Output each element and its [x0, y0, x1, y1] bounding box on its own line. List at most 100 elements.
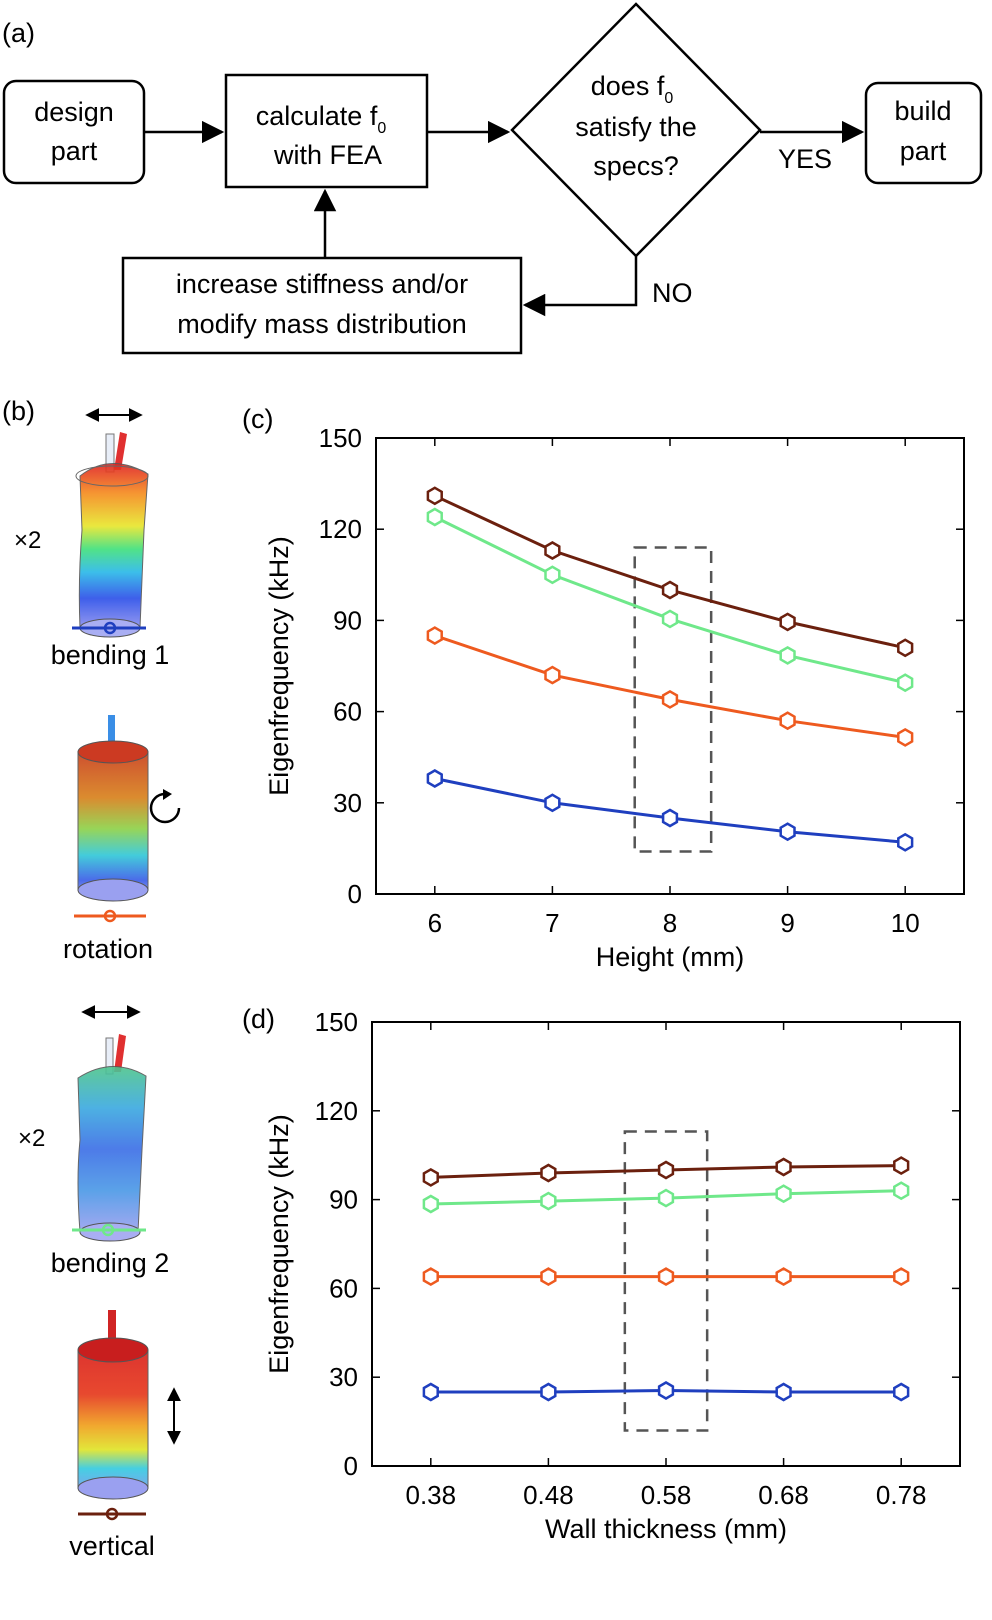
no-label: NO: [652, 278, 693, 308]
y-tick-label: 150: [315, 1007, 358, 1037]
data-point-vertical: [540, 1163, 557, 1183]
data-point-rotation: [540, 1267, 557, 1287]
data-point-bending-1: [775, 1382, 792, 1402]
y-tick-label: 30: [329, 1362, 358, 1392]
data-point-bending-2: [426, 507, 443, 527]
data-point-bending-1: [657, 1381, 675, 1400]
x-tick-label: 6: [428, 908, 442, 938]
panel-label-d: (d): [242, 1004, 275, 1034]
x-tick-label: 0.78: [876, 1480, 927, 1510]
data-point-bending-1: [426, 769, 443, 788]
build-part-box: [864, 81, 983, 185]
data-point-bending-1: [779, 822, 796, 842]
arrow-no-to-modify: [522, 256, 638, 317]
cylinder-rotation-shape: [77, 742, 149, 900]
x-tick-label: 10: [891, 908, 920, 938]
data-point-rotation: [422, 1267, 439, 1287]
data-point-rotation: [544, 665, 561, 685]
y-tick-label: 150: [319, 423, 362, 453]
modify-label-1: increase stiffness and/or: [176, 269, 468, 299]
data-point-bending-2: [779, 645, 796, 665]
y-tick-label: 30: [333, 788, 362, 818]
x-tick-label: 9: [780, 908, 794, 938]
mode-bending-2: ×2 bending 2: [18, 1005, 170, 1278]
y-tick-label: 90: [333, 605, 362, 635]
calculate-label-2: with FEA: [273, 140, 382, 170]
data-point-rotation: [893, 1267, 910, 1287]
flowchart: (a) design part calculate f0 with FEA do…: [2, 2, 983, 355]
data-point-bending-1: [540, 1382, 557, 1402]
highlight-box: [633, 546, 713, 853]
mode-bending-1: ×2 bending 1: [14, 408, 170, 670]
data-point-bending-1: [893, 1382, 910, 1402]
rotation-arrow-icon: [149, 792, 181, 824]
y-tick-label: 60: [333, 697, 362, 727]
mode-vertical: vertical: [69, 1310, 181, 1561]
panel-label-c: (c): [242, 404, 273, 434]
series-line-rotation: [434, 634, 906, 739]
data-point-vertical: [779, 612, 796, 632]
design-part-label-1: design: [34, 97, 114, 127]
decision-label-2: satisfy the: [575, 112, 697, 142]
data-point-bending-2: [540, 1191, 557, 1211]
x-axis-label: Height (mm): [596, 942, 745, 972]
chart-c: (c) 0 30 60 90 120 150 6 7 8 9 10 Height (mm) Eigenfr…: [242, 404, 965, 972]
y-tick-label: 60: [329, 1273, 358, 1303]
x-tick-label: 8: [663, 908, 677, 938]
data-point-vertical: [544, 541, 561, 560]
legend-marker-vertical: [105, 1507, 119, 1521]
data-point-bending-2: [775, 1184, 792, 1204]
data-point-rotation: [426, 626, 443, 646]
y-tick-label: 0: [344, 1451, 358, 1481]
data-point-rotation: [775, 1267, 792, 1287]
cylinder-bending-2-shape: [77, 1066, 147, 1233]
data-point-bending-2: [661, 609, 679, 629]
x-tick-label: 0.58: [641, 1480, 692, 1510]
decision-label-3: specs?: [593, 151, 679, 181]
data-point-bending-2: [897, 673, 914, 693]
modify-box: [121, 256, 523, 355]
cylinder-vertical-shape: [77, 1338, 149, 1498]
data-point-bending-2: [893, 1181, 910, 1201]
y-tick-label: 90: [329, 1185, 358, 1215]
mode-rotation: rotation: [63, 715, 181, 964]
data-point-bending-1: [661, 808, 679, 828]
y-tick-label: 120: [319, 514, 362, 544]
decision-label-1: does f0: [591, 71, 674, 107]
data-point-bending-1: [897, 832, 914, 852]
panel-label-a: (a): [2, 18, 35, 48]
data-point-vertical: [775, 1157, 792, 1177]
y-axis-label: Eigenfrequency (kHz): [264, 536, 294, 796]
data-point-rotation: [779, 711, 796, 731]
x-tick-label: 0.38: [405, 1480, 456, 1510]
calculate-label-1: calculate f0: [256, 101, 387, 137]
data-point-bending-1: [544, 793, 561, 813]
data-point-vertical: [426, 486, 443, 506]
mode-label-vertical: vertical: [69, 1531, 155, 1561]
data-point-vertical: [422, 1167, 439, 1187]
mode-label-rotation: rotation: [63, 934, 153, 964]
cylinder-bending-1-shape: [78, 463, 149, 629]
data-point-bending-2: [657, 1188, 675, 1208]
build-part-label-2: part: [900, 136, 947, 166]
x-tick-label: 0.68: [758, 1480, 809, 1510]
legend-marker-bending-1: [103, 621, 117, 635]
data-point-bending-2: [544, 565, 561, 585]
data-point-vertical: [893, 1156, 910, 1176]
data-point-rotation: [657, 1267, 675, 1287]
data-point-vertical: [657, 1160, 675, 1180]
panel-label-b: (b): [2, 396, 35, 426]
mode-label-bending-1: bending 1: [51, 640, 170, 670]
highlight-box: [623, 1130, 709, 1432]
x-tick-label: 7: [545, 908, 559, 938]
data-point-vertical: [661, 580, 679, 600]
multiplier-bending-1: ×2: [14, 527, 41, 554]
data-point-vertical: [897, 638, 914, 658]
mode-label-bending-2: bending 2: [51, 1248, 170, 1278]
y-tick-label: 120: [315, 1096, 358, 1126]
modify-label-2: modify mass distribution: [177, 309, 467, 339]
x-axis-label: Wall thickness (mm): [545, 1514, 787, 1544]
calculate-box: [224, 73, 429, 189]
data-point-rotation: [897, 727, 914, 747]
y-axis-label: Eigenfrequency (kHz): [264, 1114, 294, 1374]
